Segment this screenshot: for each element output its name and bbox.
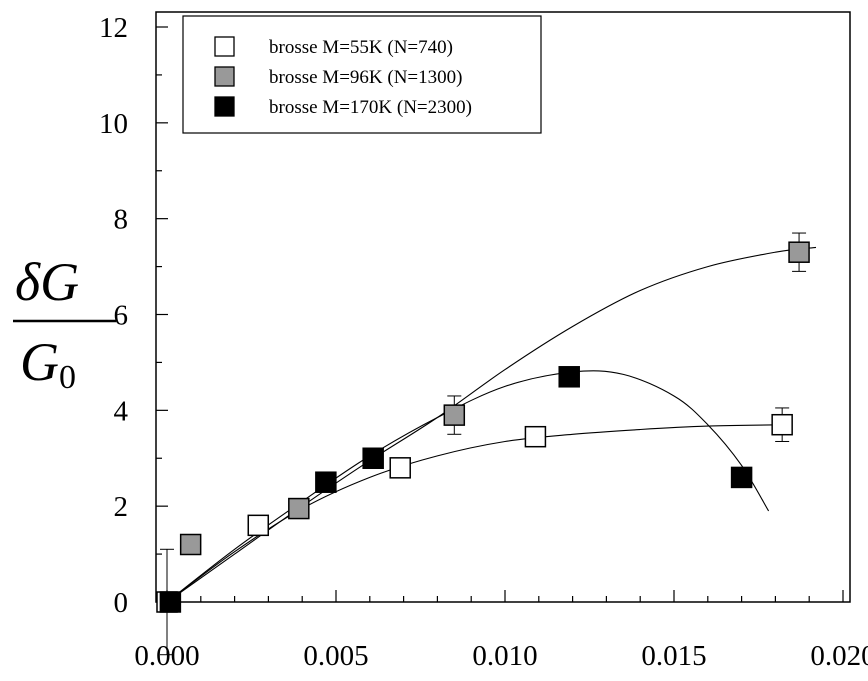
y-tick-label: 12: [99, 12, 128, 44]
data-point-series-2: [788, 241, 810, 263]
data-point-series-1: [389, 457, 411, 479]
data-point-series-3: [730, 466, 753, 489]
fit-curve-series-3: [166, 370, 770, 603]
x-tick-label: 0.010: [472, 640, 537, 672]
y-axis-label-numerator: δG: [15, 252, 79, 312]
plot-frame: [155, 11, 851, 603]
legend-marker-series-3: [214, 96, 235, 117]
x-tick-label: 0.015: [641, 640, 706, 672]
y-tick-label: 8: [114, 204, 129, 236]
legend-label-series-1: brosse M=55K (N=740): [269, 37, 453, 58]
legend-label-series-3: brosse M=170K (N=2300): [269, 97, 472, 118]
x-tick-label: 0.020: [810, 640, 868, 672]
tick-labels: 0.000 0.005 0.010 0.015 0.020 0 2 4 6 8 10 12: [99, 12, 868, 672]
data-point-series-1: [247, 514, 270, 537]
data-markers: [156, 241, 810, 613]
fit-curves: [166, 246, 817, 603]
fit-curve-series-1: [166, 424, 793, 603]
legend-marker-series-2: [214, 66, 235, 87]
data-point-series-3: [315, 471, 337, 493]
error-bars: [160, 232, 807, 656]
data-point-series-2: [443, 404, 466, 426]
legend-box: [182, 15, 542, 134]
x-tick-label: 0.005: [303, 640, 368, 672]
fit-curve-series-2: [166, 246, 817, 603]
y-axis-label-denominator: G0: [20, 332, 76, 396]
y-tick-label: 2: [114, 491, 129, 523]
data-point-series-1: [524, 425, 547, 448]
legend-label-series-2: brosse M=96K (N=1300): [269, 67, 462, 88]
data-point-series-3: [159, 591, 182, 613]
data-point-series-1: [771, 413, 793, 436]
legend: brosse M=55K (N=740) brosse M=96K (N=1300…: [182, 15, 542, 134]
data-point-series-3: [558, 366, 580, 388]
y-tick-label: 10: [99, 108, 128, 140]
y-tick-label: 6: [114, 300, 129, 332]
y-tick-label: 4: [114, 395, 129, 427]
data-point-series-2: [288, 497, 310, 520]
x-tick-label: 0.000: [134, 640, 199, 672]
data-point-series-2: [179, 533, 202, 556]
data-point-series-3: [362, 447, 384, 469]
y-axis-label: δG G0: [13, 252, 116, 396]
y-tick-label: 0: [114, 587, 129, 619]
legend-marker-series-1: [214, 36, 235, 57]
